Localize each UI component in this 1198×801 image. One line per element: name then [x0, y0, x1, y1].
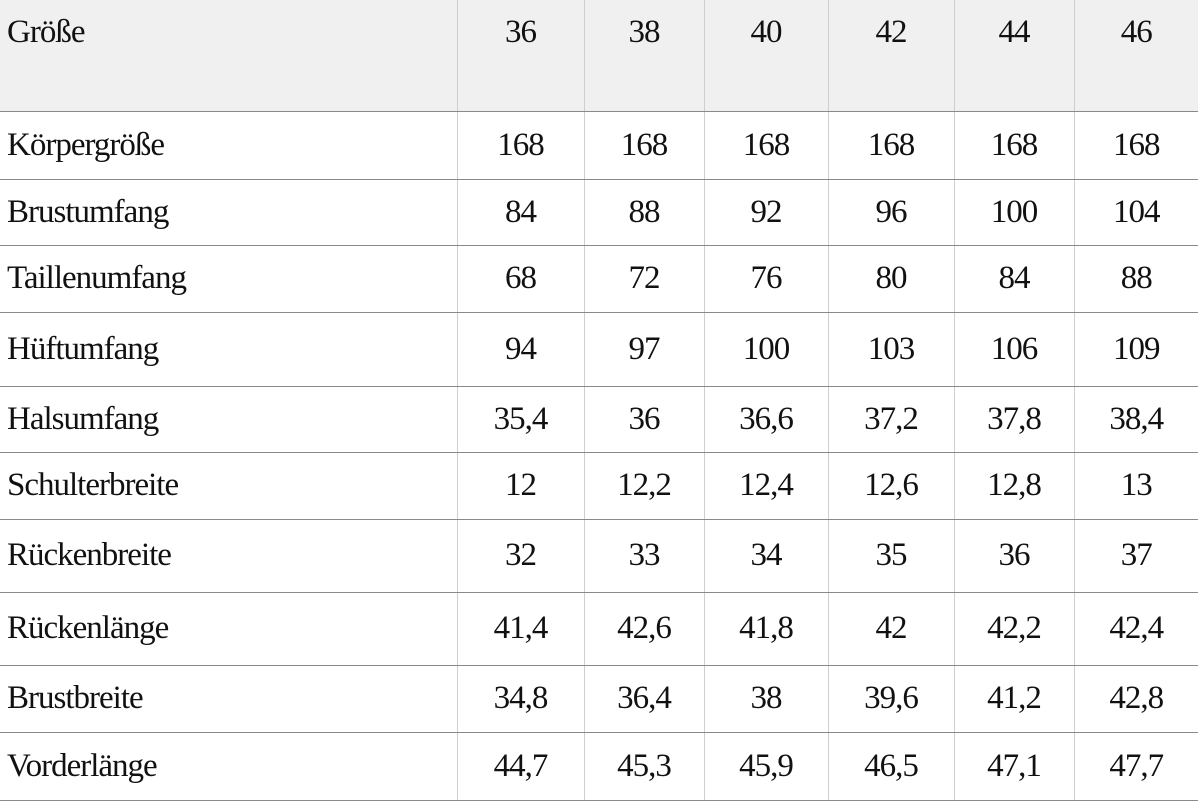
cell: 47,1	[953, 732, 1074, 801]
cell: 168	[456, 111, 584, 180]
table-row: Schulterbreite 12 12,2 12,4 12,6 12,8 13	[0, 452, 1198, 520]
cell: 36	[583, 386, 704, 453]
cell: 12,2	[583, 452, 704, 520]
cell: 88	[583, 179, 704, 246]
cell: 92	[703, 179, 828, 246]
cell: 41,8	[703, 592, 828, 666]
cell: 80	[827, 245, 954, 313]
cell: 96	[827, 179, 954, 246]
cell: 39,6	[827, 665, 954, 733]
cell: 84	[456, 179, 584, 246]
cell: 38	[703, 665, 828, 733]
table-row: Halsumfang 35,4 36 36,6 37,2 37,8 38,4	[0, 386, 1198, 453]
cell: 34	[703, 519, 828, 593]
cell: 33	[583, 519, 704, 593]
cell: 42,4	[1073, 592, 1198, 666]
cell: 32	[456, 519, 584, 593]
header-row: Größe 36 38 40 42 44 46	[0, 0, 1198, 112]
cell: 35,4	[456, 386, 584, 453]
cell: 42,8	[1073, 665, 1198, 733]
cell: 36	[456, 0, 584, 112]
cell: 37	[1073, 519, 1198, 593]
cell: 46,5	[827, 732, 954, 801]
table-row: Rückenlänge 41,4 42,6 41,8 42 42,2 42,4	[0, 592, 1198, 666]
cell: 100	[703, 312, 828, 387]
cell: 44,7	[456, 732, 584, 801]
cell: 42	[827, 0, 954, 112]
table-row: Vorderlänge 44,7 45,3 45,9 46,5 47,1 47,7	[0, 732, 1198, 801]
row-label: Rückenlänge	[0, 592, 457, 666]
cell: 72	[583, 245, 704, 313]
row-label: Brustbreite	[0, 665, 457, 733]
cell: 88	[1073, 245, 1198, 313]
cell: 36,6	[703, 386, 828, 453]
cell: 12,4	[703, 452, 828, 520]
cell: 97	[583, 312, 704, 387]
row-label: Schulterbreite	[0, 452, 457, 520]
cell: 12	[456, 452, 584, 520]
row-label: Hüftumfang	[0, 312, 457, 387]
cell: 45,9	[703, 732, 828, 801]
cell: 36,4	[583, 665, 704, 733]
cell: 47,7	[1073, 732, 1198, 801]
cell: 12,8	[953, 452, 1074, 520]
table-row: Brustbreite 34,8 36,4 38 39,6 41,2 42,8	[0, 665, 1198, 733]
cell: 36	[953, 519, 1074, 593]
table-row: Körpergröße 168 168 168 168 168 168	[0, 111, 1198, 180]
table-row: Rückenbreite 32 33 34 35 36 37	[0, 519, 1198, 593]
cell: 45,3	[583, 732, 704, 801]
table-row: Hüftumfang 94 97 100 103 106 109	[0, 312, 1198, 387]
row-label: Taillenumfang	[0, 245, 457, 313]
cell: 46	[1073, 0, 1198, 112]
row-label: Größe	[0, 0, 457, 112]
cell: 42	[827, 592, 954, 666]
cell: 168	[583, 111, 704, 180]
cell: 37,2	[827, 386, 954, 453]
cell: 168	[827, 111, 954, 180]
cell: 38	[583, 0, 704, 112]
cell: 100	[953, 179, 1074, 246]
row-label: Körpergröße	[0, 111, 457, 180]
cell: 12,6	[827, 452, 954, 520]
cell: 34,8	[456, 665, 584, 733]
cell: 109	[1073, 312, 1198, 387]
cell: 13	[1073, 452, 1198, 520]
cell: 168	[1073, 111, 1198, 180]
cell: 94	[456, 312, 584, 387]
cell: 42,6	[583, 592, 704, 666]
cell: 84	[953, 245, 1074, 313]
cell: 42,2	[953, 592, 1074, 666]
cell: 68	[456, 245, 584, 313]
cell: 106	[953, 312, 1074, 387]
table-row: Taillenumfang 68 72 76 80 84 88	[0, 245, 1198, 313]
cell: 103	[827, 312, 954, 387]
row-label: Halsumfang	[0, 386, 457, 453]
cell: 168	[703, 111, 828, 180]
cell: 76	[703, 245, 828, 313]
cell: 104	[1073, 179, 1198, 246]
row-label: Rückenbreite	[0, 519, 457, 593]
row-label: Brustumfang	[0, 179, 457, 246]
cell: 41,4	[456, 592, 584, 666]
row-label: Vorderlänge	[0, 732, 457, 801]
cell: 168	[953, 111, 1074, 180]
cell: 37,8	[953, 386, 1074, 453]
cell: 44	[953, 0, 1074, 112]
cell: 35	[827, 519, 954, 593]
cell: 38,4	[1073, 386, 1198, 453]
cell: 40	[703, 0, 828, 112]
cell: 41,2	[953, 665, 1074, 733]
table-row: Brustumfang 84 88 92 96 100 104	[0, 179, 1198, 246]
